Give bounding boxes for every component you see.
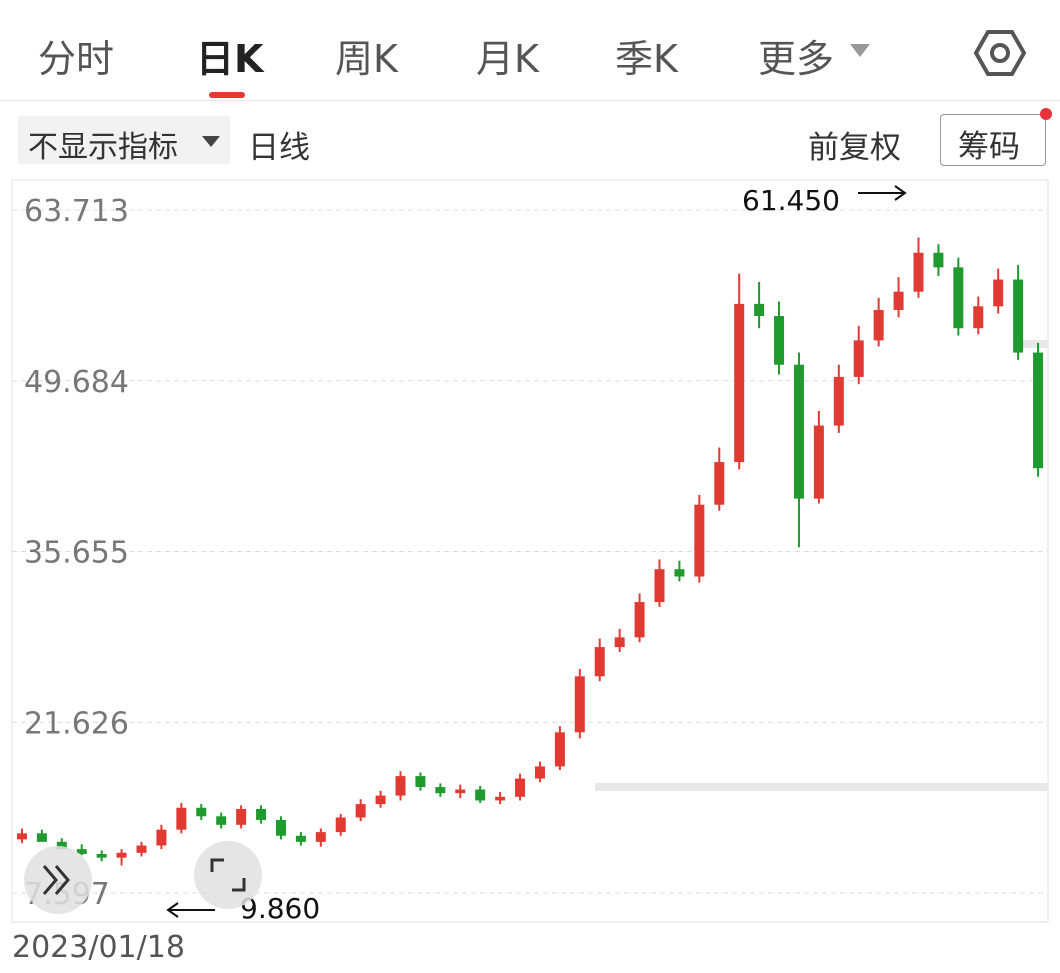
icon xyxy=(42,865,58,895)
chips-text: 筹码 xyxy=(958,129,1020,165)
dropdown-arrow xyxy=(850,44,870,57)
y-tick-label: 35.655 xyxy=(24,536,129,571)
chip-band xyxy=(1015,340,1048,348)
icon xyxy=(232,878,246,892)
arrow-head xyxy=(894,185,907,201)
candle-body xyxy=(415,776,426,788)
tab[interactable]: 月K xyxy=(476,37,539,81)
candle-body xyxy=(614,637,625,648)
icon xyxy=(54,865,70,895)
candle-body xyxy=(56,841,67,850)
y-tick-label: 21.626 xyxy=(24,706,129,741)
fullscreen-button[interactable] xyxy=(194,841,262,909)
candle-body xyxy=(455,789,466,794)
icon xyxy=(210,858,224,872)
tab[interactable]: 日K xyxy=(196,37,264,81)
candle-body xyxy=(813,425,824,499)
candle-body xyxy=(16,833,27,840)
tab[interactable]: 周K xyxy=(335,37,398,81)
candle-body xyxy=(395,776,406,796)
candle-body xyxy=(574,676,585,733)
candle-body xyxy=(833,376,844,426)
candle-body xyxy=(275,819,286,836)
candle-body xyxy=(774,316,785,365)
candle-body xyxy=(973,306,984,329)
divider xyxy=(0,100,1060,101)
tab[interactable]: 分时 xyxy=(38,37,115,81)
indicator-select[interactable]: 不显示指标 xyxy=(18,116,230,165)
candle-body xyxy=(873,309,884,341)
x-axis-label: 2023/01/18 xyxy=(12,930,185,965)
candle-body xyxy=(375,795,386,805)
candle-body xyxy=(515,778,526,797)
candle-body xyxy=(256,808,267,820)
high-annotation: 61.450 xyxy=(742,184,840,217)
candle-body xyxy=(893,291,904,310)
adjust-button[interactable]: 前复权 xyxy=(808,130,901,166)
indicator-text: 不显示指标 xyxy=(28,130,178,165)
candle-body xyxy=(435,787,446,794)
candle-body xyxy=(236,808,247,825)
candle-body xyxy=(1033,352,1044,469)
plot-frame xyxy=(11,179,1049,923)
candle-body xyxy=(76,849,87,855)
tab[interactable]: 季K xyxy=(615,37,678,81)
candle-body xyxy=(913,252,924,292)
candle-body xyxy=(594,647,605,677)
candle-body xyxy=(136,845,147,853)
candle-body xyxy=(754,303,765,317)
candle-body xyxy=(1013,279,1024,353)
candle-body xyxy=(315,832,326,842)
y-tick-label: 49.684 xyxy=(24,365,129,400)
candle-body xyxy=(156,829,167,846)
red-dot xyxy=(1040,108,1052,120)
candle-body xyxy=(554,732,565,767)
candle-body xyxy=(116,852,127,858)
candle-body xyxy=(36,833,47,842)
tab-indicator xyxy=(209,92,245,98)
chip-band xyxy=(595,783,1048,791)
candle-body xyxy=(933,252,944,268)
candle-body xyxy=(734,303,745,463)
candle-body xyxy=(295,835,306,842)
candle-body xyxy=(216,816,227,825)
chips-button[interactable]: 筹码 xyxy=(940,114,1046,166)
candle-body xyxy=(96,854,107,858)
expand-button[interactable] xyxy=(24,846,92,914)
y-tick-label: 63.713 xyxy=(24,194,129,229)
candle-body xyxy=(355,804,366,818)
candle-body xyxy=(694,504,705,577)
candle-body xyxy=(335,817,346,833)
candle-body xyxy=(793,364,804,499)
candle-body xyxy=(196,807,207,817)
candle-body xyxy=(176,807,187,830)
candle-body xyxy=(953,267,964,329)
candle-body xyxy=(674,569,685,577)
candle-body xyxy=(654,569,665,603)
candle-body xyxy=(634,602,645,638)
dropdown-arrow xyxy=(202,136,220,147)
candle-body xyxy=(475,789,486,801)
period-label: 日线 xyxy=(248,130,310,166)
candle-body xyxy=(993,279,1004,307)
candle-body xyxy=(495,796,506,801)
candle-body xyxy=(853,340,864,377)
candle-body xyxy=(714,462,725,505)
arrow-head xyxy=(166,902,179,918)
tab[interactable]: 更多 xyxy=(758,37,835,81)
candle-body xyxy=(534,766,545,779)
